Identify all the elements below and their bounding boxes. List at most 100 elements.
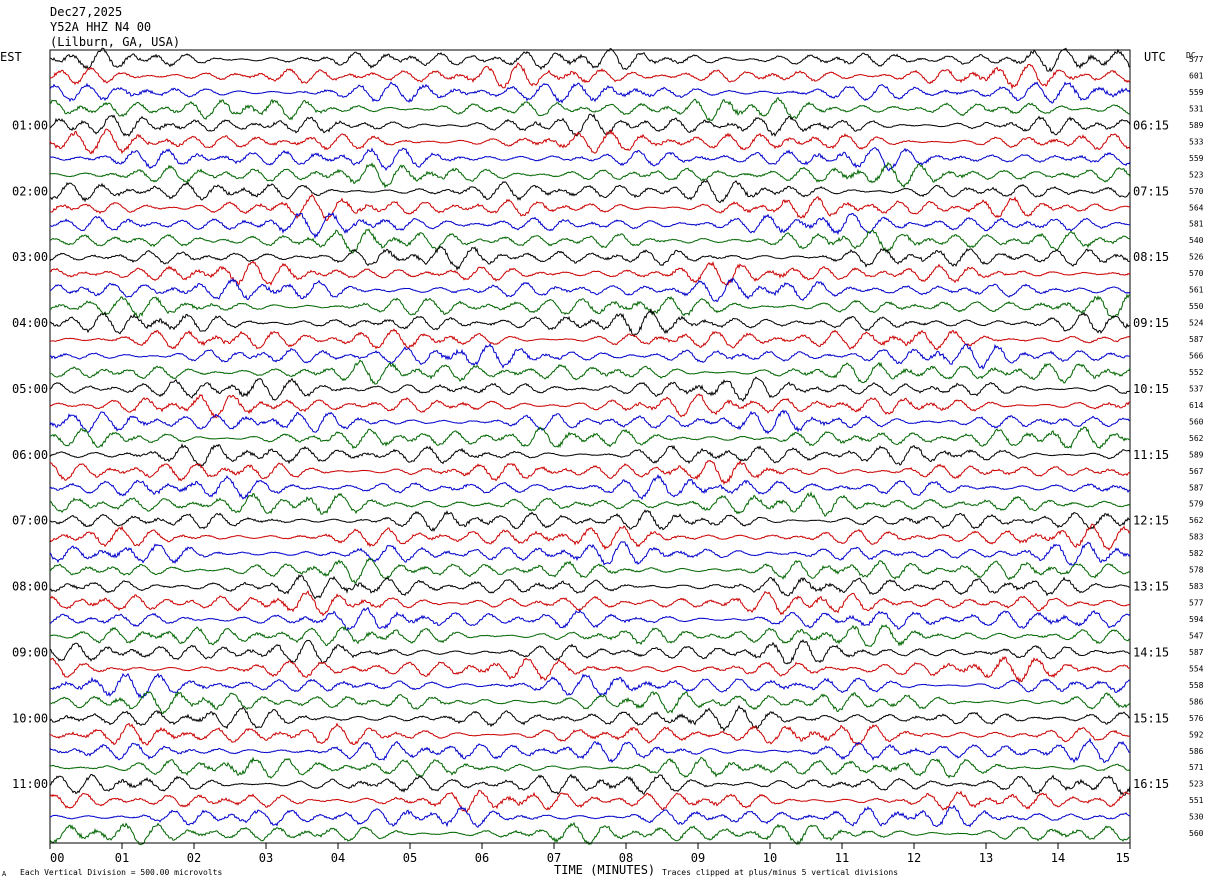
right-hour-label: 15:15 (1133, 711, 1169, 725)
date-label: Dec27,2025 (50, 5, 122, 19)
seismic-trace (49, 409, 1131, 435)
seismic-trace (49, 756, 1131, 779)
x-tick-label: 13 (979, 851, 993, 865)
dc-offset-label: 533 (1189, 137, 1204, 146)
seismic-trace (49, 293, 1131, 319)
location-label: (Lilburn, GA, USA) (50, 35, 180, 49)
seismic-trace (49, 426, 1131, 450)
dc-offset-label: 566 (1189, 352, 1204, 361)
left-hour-label: 03:00 (12, 250, 48, 264)
x-tick-label: 14 (1051, 851, 1065, 865)
right-timezone-label: UTC (1144, 50, 1166, 64)
left-hour-label: 10:00 (12, 711, 48, 725)
seismic-trace (49, 590, 1131, 617)
dc-offset-label: 570 (1189, 269, 1204, 278)
seismic-trace (49, 161, 1131, 189)
clip-note: Traces clipped at plus/minus 5 vertical … (662, 868, 898, 877)
dc-offset-label: 559 (1189, 154, 1204, 163)
right-hour-label: 16:15 (1133, 777, 1169, 791)
dc-label: DC (1186, 51, 1196, 60)
right-hour-label: 09:15 (1133, 316, 1169, 330)
seismic-trace (49, 113, 1131, 138)
dc-offset-label: 576 (1189, 714, 1204, 723)
left-hour-label: 07:00 (12, 514, 48, 528)
seismic-trace (49, 47, 1131, 73)
seismic-trace (49, 491, 1131, 517)
dc-offset-label: 526 (1189, 253, 1204, 262)
dc-offset-label: 537 (1189, 384, 1204, 393)
seismic-trace (49, 245, 1131, 271)
dc-offset-label: 530 (1189, 813, 1204, 822)
dc-offset-label: 552 (1189, 368, 1204, 377)
left-hour-label: 06:00 (12, 448, 48, 462)
seismic-trace (50, 146, 1131, 172)
seismic-trace (49, 773, 1131, 796)
right-hour-label: 13:15 (1133, 580, 1169, 594)
seismic-trace (49, 691, 1131, 715)
x-tick-label: 15 (1116, 851, 1130, 865)
dc-offset-label: 523 (1189, 780, 1204, 789)
seismic-trace (49, 81, 1131, 104)
x-tick-label: 08 (619, 851, 633, 865)
x-tick-label: 00 (50, 851, 64, 865)
x-tick-label: 11 (835, 851, 849, 865)
right-hour-label: 14:15 (1133, 645, 1169, 659)
station-label: Y52A HHZ N4 00 (50, 20, 151, 34)
left-hour-label: 01:00 (12, 118, 48, 132)
right-hour-label: 12:15 (1133, 514, 1169, 528)
dc-offset-label: 560 (1189, 417, 1204, 426)
right-hour-label: 07:15 (1133, 184, 1169, 198)
dc-offset-label: 524 (1189, 319, 1204, 328)
seismic-trace (49, 62, 1131, 90)
dc-offset-label: 587 (1189, 335, 1204, 344)
left-timezone-label: EST (0, 50, 22, 64)
trace-group (49, 47, 1131, 846)
dc-offset-label: 578 (1189, 566, 1204, 575)
left-hour-label: 02:00 (12, 184, 48, 198)
seismic-trace (49, 574, 1131, 600)
seismic-trace (49, 656, 1131, 684)
dc-offset-label: 586 (1189, 747, 1204, 756)
dc-offset-label: 567 (1189, 467, 1204, 476)
seismic-trace (49, 821, 1131, 846)
seismic-trace (49, 260, 1131, 286)
dc-offset-label: 586 (1189, 697, 1204, 706)
right-hour-label: 06:15 (1133, 118, 1169, 132)
dc-offset-labels: 577 601 559 531 589 533 559 523 570 564 581 540 526 5… (1189, 55, 1204, 838)
x-tick-label: 12 (907, 851, 921, 865)
seismic-trace (49, 193, 1131, 222)
seismic-trace (50, 672, 1131, 699)
seismic-trace (49, 212, 1131, 240)
dc-offset-label: 581 (1189, 220, 1204, 229)
dc-offset-label: 587 (1189, 648, 1204, 657)
seismic-trace (49, 359, 1131, 385)
dc-offset-label: 564 (1189, 203, 1204, 212)
dc-offset-label: 547 (1189, 632, 1204, 641)
x-tick-label: 06 (475, 851, 489, 865)
dc-offset-label: 551 (1189, 796, 1204, 805)
dc-offset-label: 614 (1189, 401, 1204, 410)
seismic-trace (49, 308, 1131, 338)
x-tick-label: 05 (403, 851, 417, 865)
left-hour-label: 04:00 (12, 316, 48, 330)
dc-offset-label: 562 (1189, 516, 1204, 525)
seismic-trace (49, 376, 1131, 402)
dc-offset-label: 554 (1189, 664, 1204, 673)
corner-mark: A (2, 870, 7, 878)
dc-offset-label: 587 (1189, 483, 1204, 492)
x-tick-label: 03 (259, 851, 273, 865)
seismic-trace (49, 96, 1130, 122)
seismic-trace (49, 639, 1131, 665)
dc-offset-label: 531 (1189, 105, 1204, 114)
seismic-trace (49, 342, 1131, 370)
x-tick-label: 10 (763, 851, 777, 865)
seismic-trace (49, 277, 1131, 303)
x-tick-label: 07 (547, 851, 561, 865)
seismic-trace (49, 523, 1131, 551)
seismic-trace (49, 606, 1131, 632)
x-tick-label: 01 (115, 851, 129, 865)
dc-offset-label: 540 (1189, 236, 1204, 245)
seismic-trace (49, 557, 1131, 584)
seismic-trace (49, 737, 1131, 764)
seismic-trace (49, 443, 1131, 468)
